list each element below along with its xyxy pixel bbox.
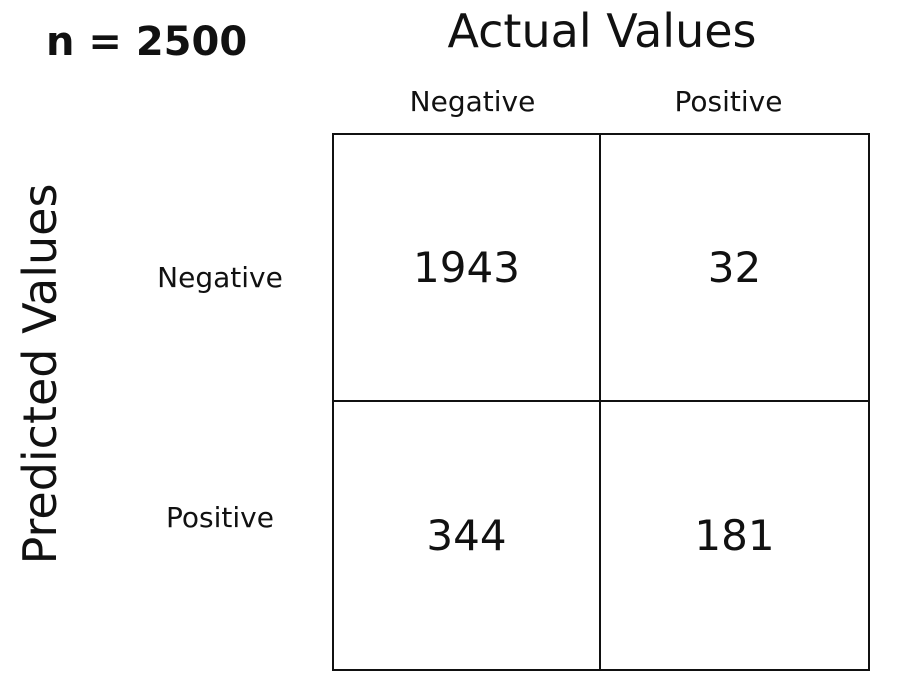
column-header-positive: Positive [674,85,783,118]
cell-true-positive: 181 [694,510,775,560]
row-header-negative: Negative [157,261,283,294]
cell-false-positive: 344 [334,402,601,669]
predicted-values-axis-title: Predicted Values [13,183,67,565]
confusion-matrix: 1943 32 344 181 [332,133,870,671]
sample-size-label: n = 2500 [46,19,248,65]
cell-true-negative: 1943 [334,135,601,402]
cell-false-negative: 32 [601,135,868,402]
actual-values-axis-title: Actual Values [447,4,757,58]
row-header-positive: Positive [166,501,274,534]
column-header-negative: Negative [409,85,536,118]
